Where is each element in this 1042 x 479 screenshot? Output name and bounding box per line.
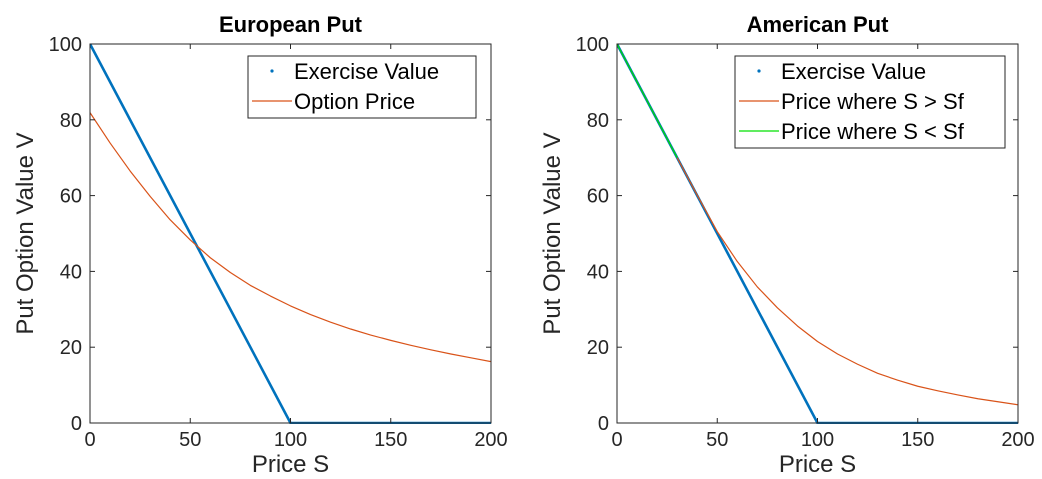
chart-panel-1: 0 50 100 150 200 0 20 40 60 80 100 European Put Pric… [12,12,508,478]
y-tick-label: 100 [49,34,82,56]
x-tick-label: 150 [901,429,934,451]
legend-marker [757,69,761,73]
y-tick-label: 100 [576,34,609,56]
x-tick-label: 0 [611,429,622,451]
y-tick-label: 80 [60,110,82,132]
y-tick-label: 80 [587,110,609,132]
x-tick-label: 50 [706,429,728,451]
legend-entry-option-price: Option Price [294,89,415,114]
x-tick-label: 100 [274,429,307,451]
x-tick-label: 100 [801,429,834,451]
y-axis-label: Put Option Value V [12,132,39,334]
legend-entry-price-where-s-sf: Price where S > Sf [781,89,965,114]
y-tick-label: 20 [60,337,82,359]
x-tick-label: 200 [1001,429,1034,451]
x-tick-label: 150 [374,429,407,451]
legend: Exercise Value Price where S > Sf Price wh… [734,55,1006,149]
y-tick-label: 0 [598,413,609,435]
chart-title: American Put [747,12,889,37]
legend-entry-exercise-value: Exercise Value [781,59,926,84]
y-tick-label: 40 [60,261,82,283]
y-axis-label: Put Option Value V [539,132,566,334]
series-price-where-s-sf-line [617,43,678,158]
legend-entry-exercise-value: Exercise Value [294,59,439,84]
series-price-where-s-sf-line [676,157,1018,406]
y-tick-label: 60 [60,186,82,208]
legend-marker [270,69,274,73]
x-axis-label: Price S [252,451,329,478]
y-tick-label: 0 [71,413,82,435]
x-tick-label: 50 [179,429,201,451]
chart-panel-2: 0 50 100 150 200 0 20 40 60 80 100 American Put Pric… [539,12,1035,478]
y-tick-label: 40 [587,261,609,283]
series-option-price-line [90,112,491,363]
y-tick-label: 60 [587,186,609,208]
x-tick-label: 200 [474,429,507,451]
x-axis-label: Price S [779,451,856,478]
y-tick-label: 20 [587,337,609,359]
x-tick-label: 0 [84,429,95,451]
legend: Exercise Value Option Price [247,55,477,119]
legend-entry-price-where-s-sf: Price where S < Sf [781,119,965,144]
legend-box [247,55,477,119]
chart-title: European Put [219,12,363,37]
legend-box [734,55,1006,149]
